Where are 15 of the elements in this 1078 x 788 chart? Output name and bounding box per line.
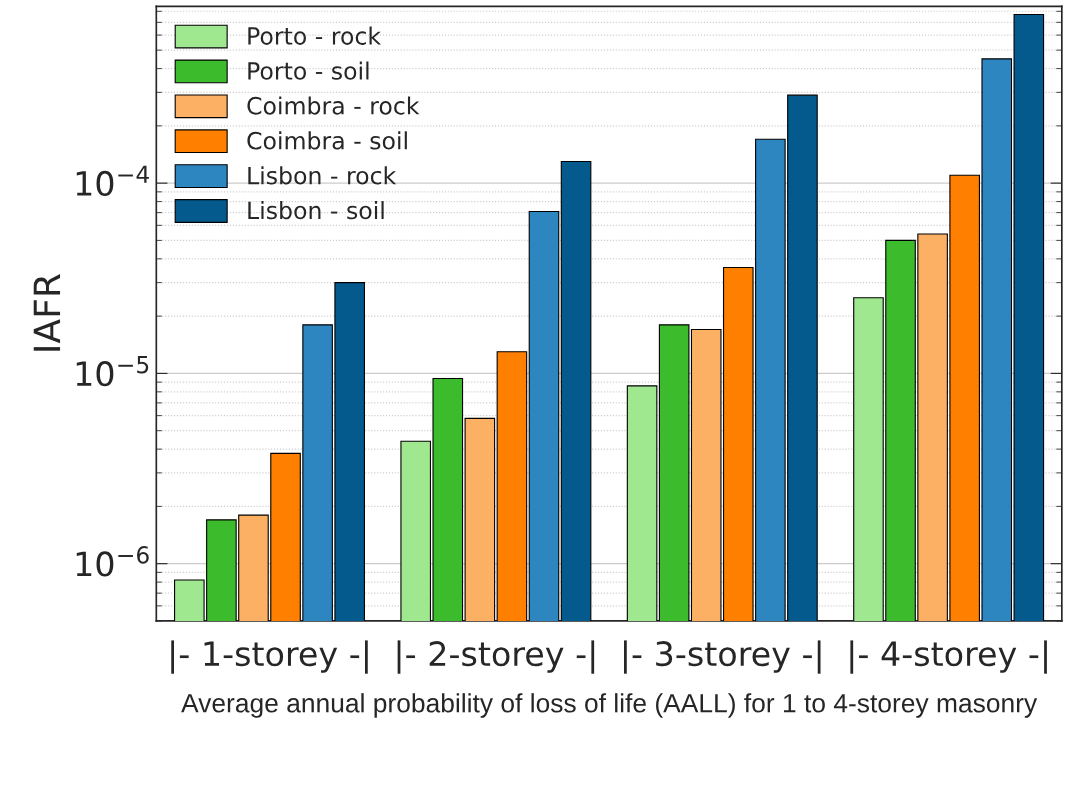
x-axis-title: Average annual probability of loss of life (AALL) for 1 to 4-storey masonry [181, 693, 1038, 718]
legend-label: Coimbra - rock [247, 96, 420, 115]
x-tick-label: |- 4-storey -| [850, 640, 1047, 674]
y-tick-label: 10$^{−6}$ [76, 546, 149, 577]
y-tick-label: 10$^{−5}$ [76, 356, 149, 387]
legend-label: Lisbon - rock [248, 166, 397, 185]
x-tick-label: |- 3-storey -| [624, 640, 821, 674]
x-tick-label: |- 1-storey -| [171, 640, 368, 674]
legend-label: Porto - soil [248, 61, 369, 80]
y-axis-title: IAFR [33, 274, 61, 351]
y-tick-label: 10$^{−4}$ [76, 165, 149, 197]
legend-label: Lisbon - soil [248, 201, 384, 220]
legend-label: Coimbra - soil [247, 131, 407, 150]
legend-label: Porto - rock [248, 26, 382, 45]
x-tick-label: |- 2-storey -| [397, 640, 595, 674]
